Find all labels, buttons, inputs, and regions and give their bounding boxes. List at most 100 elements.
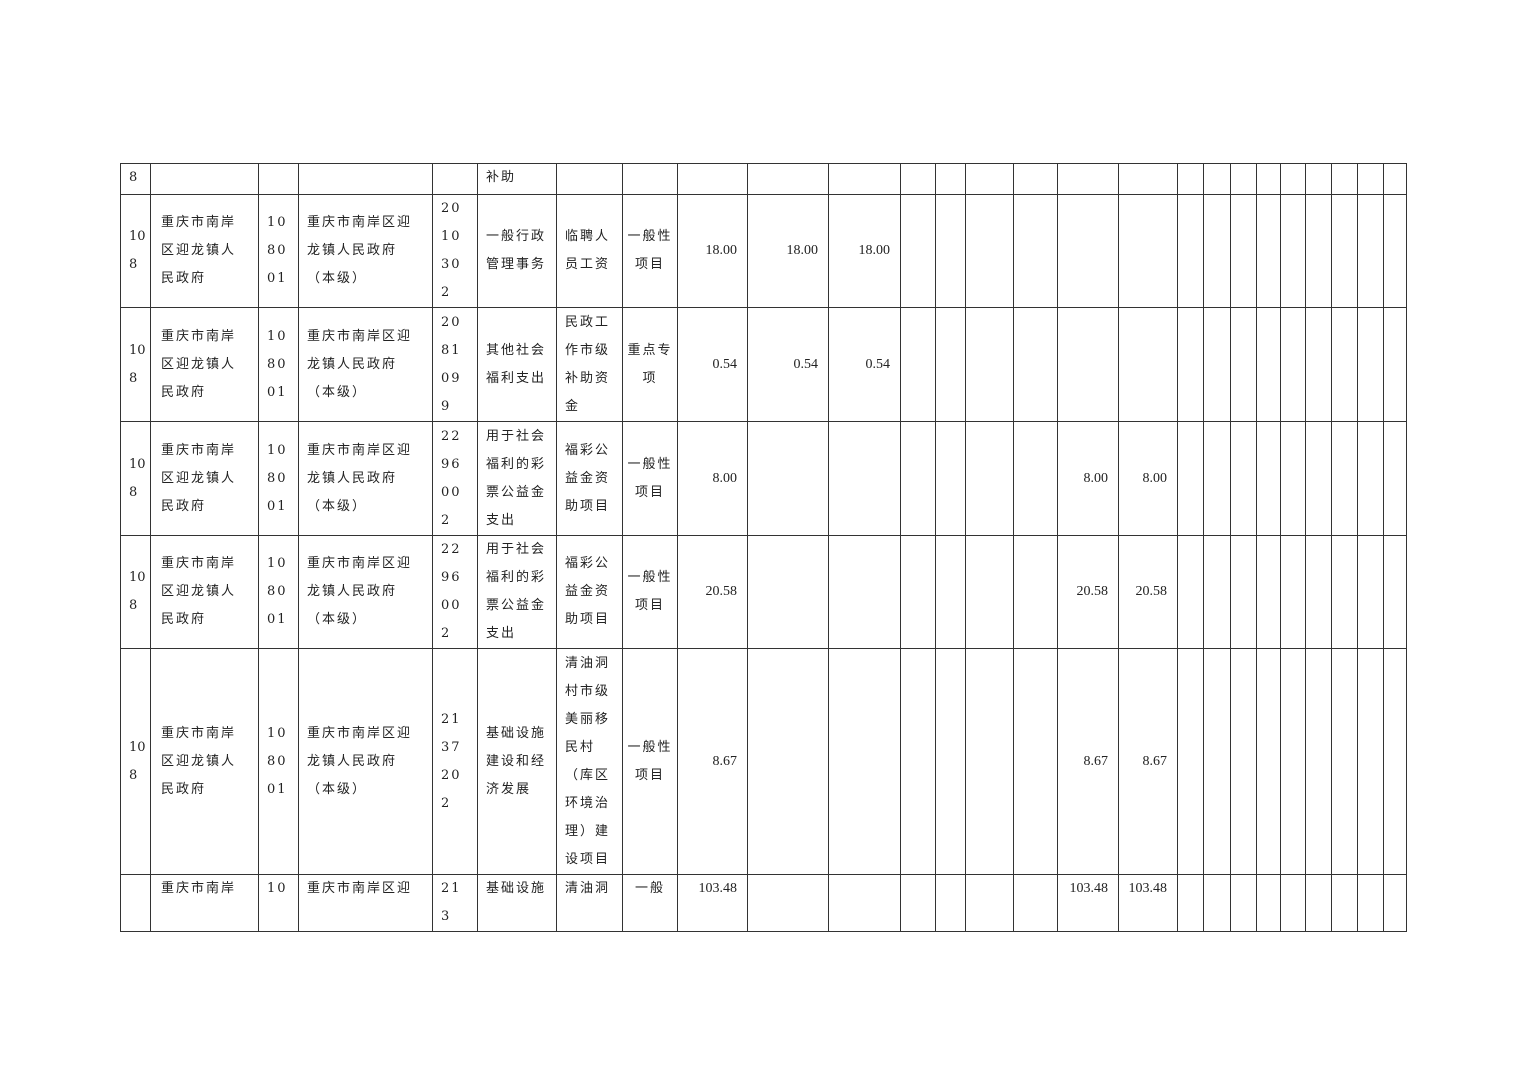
table-cell — [1203, 194, 1231, 308]
table-cell — [1357, 535, 1384, 649]
table-cell: 2296002 — [432, 421, 478, 536]
table-cell — [1383, 194, 1407, 308]
table-cell — [935, 307, 966, 422]
table-cell — [298, 163, 433, 195]
table-cell — [965, 648, 1014, 875]
table-cell — [1118, 307, 1178, 422]
table-cell — [935, 421, 966, 536]
table-cell: 108 — [120, 421, 151, 536]
table-cell — [1177, 163, 1204, 195]
table-cell: 一般性项目 — [622, 421, 678, 536]
table-cell — [1280, 163, 1306, 195]
table-cell: 108 — [120, 307, 151, 422]
table-cell: 108 — [120, 648, 151, 875]
table-cell: 18.00 — [747, 194, 829, 308]
table-cell: 8.00 — [677, 421, 748, 536]
table-cell — [828, 648, 901, 875]
table-cell: 重庆市南岸区迎龙镇人民政府 — [150, 648, 259, 875]
table-cell — [1331, 307, 1358, 422]
table-cell — [1230, 307, 1257, 422]
table-cell — [1383, 648, 1407, 875]
table-cell — [1057, 307, 1119, 422]
table-cell — [1013, 194, 1058, 308]
table-cell — [935, 163, 966, 195]
table-cell — [1230, 648, 1257, 875]
table-cell — [935, 874, 966, 932]
table-cell: 108 — [120, 535, 151, 649]
table-cell — [556, 163, 623, 195]
table-cell: 20.58 — [677, 535, 748, 649]
table-cell — [900, 535, 936, 649]
table-cell: 2010302 — [432, 194, 478, 308]
table-cell — [747, 421, 829, 536]
table-cell — [1280, 194, 1306, 308]
table-cell: 2296002 — [432, 535, 478, 649]
table-row: 108 重庆市南岸区迎龙镇人民政府 108001 重庆市南岸区迎龙镇人民政府（本级） 2… — [120, 307, 1407, 422]
table-cell: 一般性项目 — [622, 535, 678, 649]
table-cell — [1331, 163, 1358, 195]
table-cell — [900, 648, 936, 875]
table-cell: 108001 — [258, 194, 299, 308]
table-row: 重庆市南岸 10 重庆市南岸区迎 213 基础设施 清油洞 一般 103.48 103.48 10… — [120, 874, 1407, 932]
table-cell: 重庆市南岸区迎龙镇人民政府 — [150, 535, 259, 649]
table-cell — [120, 874, 151, 932]
table-cell: 108001 — [258, 648, 299, 875]
table-cell: 重庆市南岸区迎龙镇人民政府（本级） — [298, 648, 433, 875]
table-cell — [965, 194, 1014, 308]
table-cell — [1256, 163, 1281, 195]
table-cell — [150, 163, 259, 195]
table-cell — [1256, 307, 1281, 422]
table-cell: 福彩公益金资助项目 — [556, 421, 623, 536]
table-cell — [1057, 163, 1119, 195]
table-cell: 其他社会福利支出 — [477, 307, 557, 422]
table-cell — [1177, 307, 1204, 422]
table-cell: 10 — [258, 874, 299, 932]
table-cell: 0.54 — [828, 307, 901, 422]
table-cell: 重庆市南岸区迎龙镇人民政府 — [150, 421, 259, 536]
table-row: 108 重庆市南岸区迎龙镇人民政府 108001 重庆市南岸区迎龙镇人民政府（本级） 2… — [120, 194, 1407, 308]
table-cell: 重庆市南岸区迎龙镇人民政府（本级） — [298, 535, 433, 649]
table-cell — [1305, 535, 1332, 649]
table-cell — [1357, 194, 1384, 308]
table-cell — [622, 163, 678, 195]
table-cell — [1383, 874, 1407, 932]
table-cell: 8.00 — [1057, 421, 1119, 536]
table-cell — [1305, 194, 1332, 308]
table-cell — [747, 535, 829, 649]
table-cell — [1305, 874, 1332, 932]
table-cell: 2137202 — [432, 648, 478, 875]
table-cell — [747, 163, 829, 195]
table-cell — [1383, 535, 1407, 649]
table-cell: 20.58 — [1057, 535, 1119, 649]
table-cell — [747, 874, 829, 932]
table-cell — [1230, 421, 1257, 536]
table-cell — [1203, 421, 1231, 536]
table-cell — [1230, 874, 1257, 932]
table-cell — [1280, 648, 1306, 875]
table-cell — [1331, 874, 1358, 932]
table-cell: 18.00 — [828, 194, 901, 308]
table-cell: 8.67 — [677, 648, 748, 875]
table-cell — [935, 648, 966, 875]
table-cell: 重庆市南岸 — [150, 874, 259, 932]
table-cell: 一般行政管理事务 — [477, 194, 557, 308]
table-cell: 民政工作市级补助资金 — [556, 307, 623, 422]
table-cell — [1057, 194, 1119, 308]
table-cell: 103.48 — [1118, 874, 1178, 932]
table-cell — [1305, 163, 1332, 195]
table-cell: 临聘人员工资 — [556, 194, 623, 308]
table-cell — [1203, 648, 1231, 875]
table-cell — [1280, 874, 1306, 932]
table-cell: 一般性项目 — [622, 648, 678, 875]
table-cell — [1357, 163, 1384, 195]
table-cell — [965, 421, 1014, 536]
table-cell: 重庆市南岸区迎龙镇人民政府 — [150, 307, 259, 422]
table-cell — [1256, 874, 1281, 932]
table-cell — [1177, 421, 1204, 536]
table-cell — [965, 874, 1014, 932]
table-row: 108 重庆市南岸区迎龙镇人民政府 108001 重庆市南岸区迎龙镇人民政府（本级） 2… — [120, 421, 1407, 536]
table-cell: 基础设施 — [477, 874, 557, 932]
table-cell — [828, 421, 901, 536]
table-row: 8 补助 — [120, 163, 1407, 195]
table-cell — [1383, 307, 1407, 422]
